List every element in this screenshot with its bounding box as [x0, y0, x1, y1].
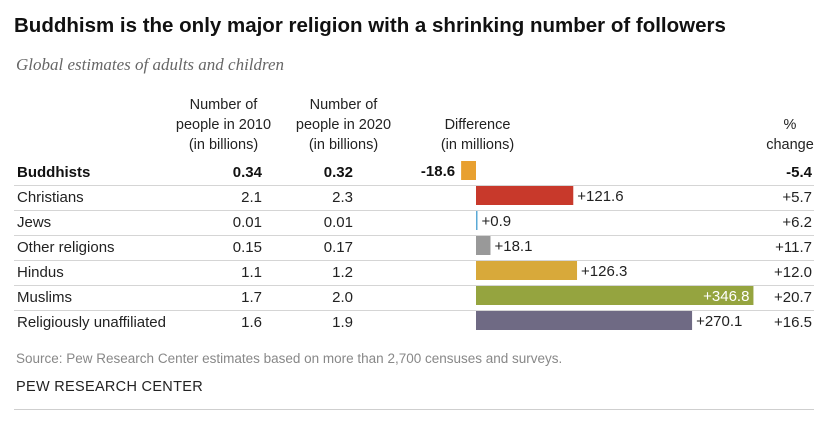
header-2010-line1: Number of [189, 97, 258, 113]
header-2010-line2: people in 2010 [175, 117, 272, 133]
value-2010: 0.01 [232, 214, 262, 231]
value-2010: 1.6 [241, 314, 262, 331]
header-pct-change: % change [760, 115, 820, 155]
header-2010-line3: (in billions) [188, 137, 259, 153]
value-2010: 1.1 [241, 264, 262, 281]
bar [476, 186, 574, 205]
header-2020: Number of people in 2020 (in billions) [286, 95, 401, 155]
pct-change: +12.0 [774, 264, 812, 281]
row-label: Jews [17, 214, 52, 231]
row-label: Buddhists [17, 164, 91, 181]
row-label: Hindus [17, 264, 64, 281]
bar-value-label: +346.8 [703, 288, 749, 305]
row-label: Christians [17, 189, 84, 206]
source-note: Source: Pew Research Center estimates ba… [16, 351, 563, 366]
header-diff-line2: (in millions) [440, 137, 515, 153]
bar-value-label: +126.3 [581, 263, 627, 280]
row-label: Muslims [17, 289, 72, 306]
row-divider [14, 235, 814, 236]
bar [476, 211, 478, 230]
pct-change: -5.4 [786, 164, 812, 181]
bar [476, 286, 754, 305]
pct-change: +16.5 [774, 314, 812, 331]
pct-change: +11.7 [775, 239, 812, 256]
pct-change: +6.2 [782, 214, 812, 231]
bar [476, 311, 693, 330]
header-2020-line2: people in 2020 [295, 117, 392, 133]
bar-value-label: -18.6 [421, 163, 455, 180]
bar [476, 261, 578, 280]
row-label: Religiously unaffiliated [17, 314, 166, 331]
value-2020: 2.0 [332, 289, 353, 306]
value-2020: 1.9 [332, 314, 353, 331]
header-2020-line3: (in billions) [308, 137, 379, 153]
header-pct-line2: change [766, 137, 814, 153]
header-2010: Number of people in 2010 (in billions) [166, 95, 281, 155]
bar [461, 161, 476, 180]
row-divider [14, 310, 814, 311]
value-2020: 2.3 [332, 189, 353, 206]
row-divider [14, 185, 814, 186]
row-divider [14, 285, 814, 286]
bar-value-label: +121.6 [577, 188, 623, 205]
pew-logo-text: PEW RESEARCH CENTER [16, 379, 203, 395]
value-2020: 1.2 [332, 264, 353, 281]
bar-value-label: +0.9 [482, 213, 512, 230]
value-2010: 1.7 [241, 289, 262, 306]
pct-change: +20.7 [774, 289, 812, 306]
header-2020-line1: Number of [309, 97, 378, 113]
header-diff-line1: Difference [444, 117, 511, 133]
row-divider [14, 260, 814, 261]
bar [476, 236, 491, 255]
chart-subtitle: Global estimates of adults and children [16, 55, 285, 74]
bottom-divider [14, 409, 814, 410]
bar-value-label: +18.1 [494, 238, 532, 255]
pct-change: +5.7 [782, 189, 812, 206]
value-2010: 2.1 [241, 189, 262, 206]
bar-value-label: +270.1 [696, 313, 742, 330]
chart-title: Buddhism is the only major religion with… [14, 14, 726, 37]
value-2010: 0.34 [232, 164, 262, 181]
row-label: Other religions [17, 239, 115, 256]
row-divider [14, 210, 814, 211]
value-2020: 0.32 [323, 164, 353, 181]
header-difference: Difference (in millions) [420, 115, 535, 155]
value-2020: 0.01 [323, 214, 353, 231]
header-pct-line1: % [783, 117, 797, 133]
value-2020: 0.17 [323, 239, 353, 256]
value-2010: 0.15 [232, 239, 262, 256]
